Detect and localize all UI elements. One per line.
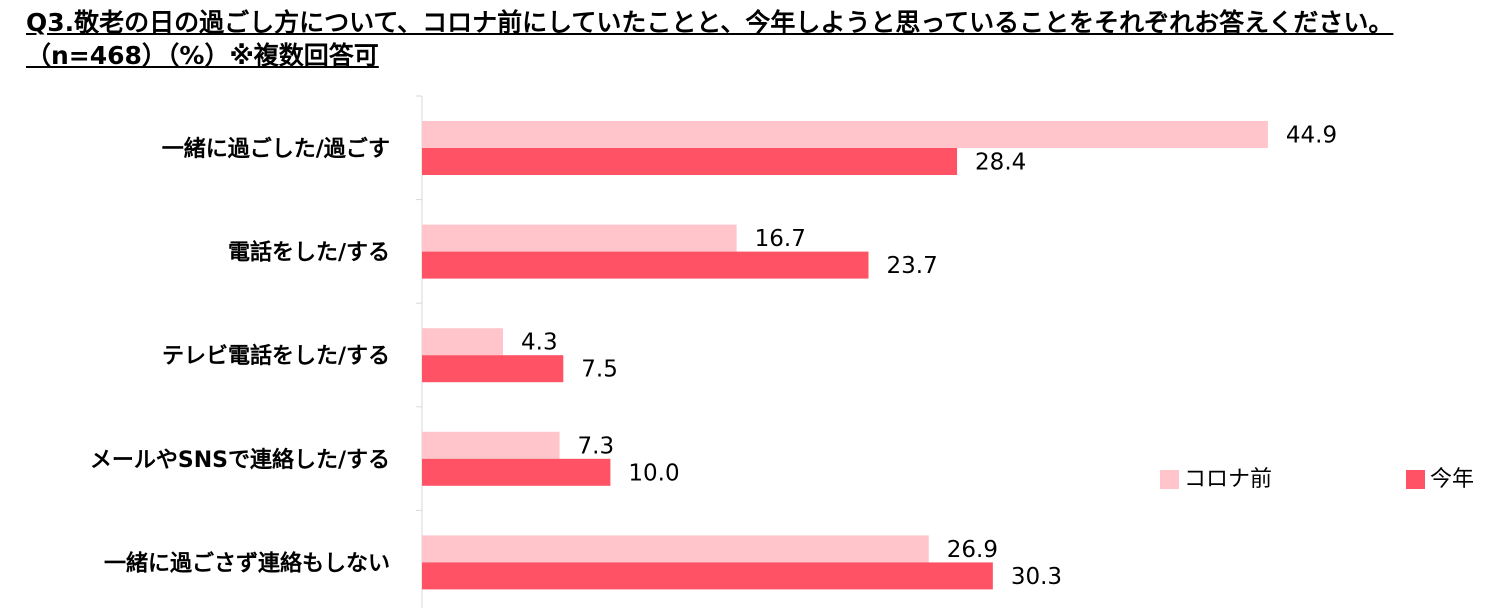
data-label: 4.3 bbox=[521, 330, 558, 356]
data-label: 7.3 bbox=[578, 433, 615, 459]
chart-title: Q3.敬老の日の過ごし方について、コロナ前にしていたことと、今年しようと思ってい… bbox=[26, 8, 1394, 70]
bar-before-covid bbox=[422, 121, 1268, 148]
data-label: 23.7 bbox=[887, 253, 938, 279]
bar-this-year bbox=[422, 355, 564, 383]
bar-this-year bbox=[422, 562, 993, 590]
data-label: 7.5 bbox=[581, 357, 618, 383]
bar-before-covid bbox=[422, 328, 504, 356]
legend-swatch bbox=[1160, 470, 1179, 489]
category-label: 電話をした/する bbox=[228, 240, 390, 266]
legend-swatch bbox=[1406, 470, 1425, 489]
legend-label: 今年 bbox=[1430, 467, 1474, 492]
bar-before-covid bbox=[422, 431, 560, 459]
category-label: メールやSNSで連絡した/する bbox=[90, 447, 390, 473]
data-label: 44.9 bbox=[1286, 123, 1337, 149]
category-label: 一緒に過ごさず連絡もしない bbox=[104, 550, 390, 576]
bar-before-covid bbox=[422, 535, 929, 563]
data-label: 26.9 bbox=[947, 537, 998, 563]
bar-this-year bbox=[422, 148, 958, 175]
legend-label: コロナ前 bbox=[1184, 467, 1272, 492]
category-label: テレビ電話をした/する bbox=[162, 343, 390, 369]
data-label: 16.7 bbox=[755, 226, 806, 252]
bar-before-covid bbox=[422, 224, 737, 252]
category-label: 一緒に過ごした/過ごす bbox=[162, 136, 390, 162]
data-label: 28.4 bbox=[975, 150, 1026, 176]
bar-this-year bbox=[422, 458, 611, 486]
bar-this-year bbox=[422, 251, 869, 279]
data-label: 10.0 bbox=[628, 460, 679, 486]
data-label: 30.3 bbox=[1011, 564, 1062, 590]
